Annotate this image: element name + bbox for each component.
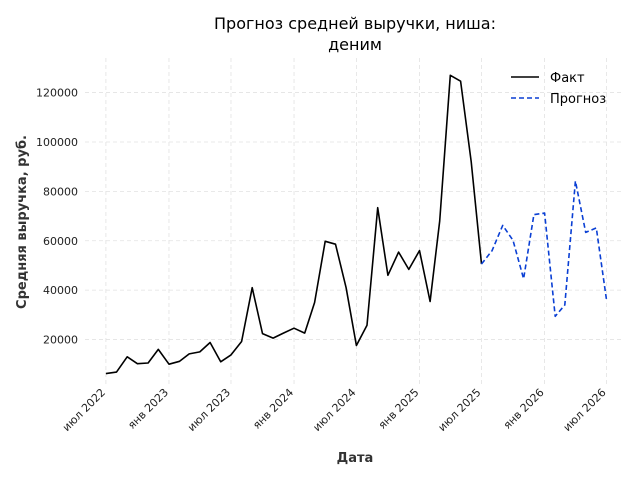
x-axis-ticks: июл 2022 янв 2023 июл 2023 янв 2024 июл 2024… [60,386,609,434]
series-line-fact [105,74,483,375]
legend: Факт Прогноз [511,71,606,107]
x-tick-label: июл 2025 [436,386,484,434]
x-axis-label: Дата [337,451,374,466]
y-tick-label: 80000 [43,185,78,198]
chart-title-line1: Прогноз средней выручки, ниша: [214,14,496,33]
chart-title-line2: деним [328,35,382,54]
y-tick-label: 120000 [36,87,78,100]
x-tick-label: июл 2022 [60,386,108,434]
x-tick-label: июл 2023 [185,386,233,434]
series-line-forecast [480,180,608,318]
y-axis-label: Средняя выручка, руб. [15,135,30,309]
y-tick-label: 20000 [43,334,78,347]
legend-label-forecast: Прогноз [550,92,606,107]
y-tick-label: 60000 [43,235,78,248]
x-tick-label: янв 2025 [376,386,422,432]
legend-label-fact: Факт [550,71,585,86]
y-tick-label: 100000 [36,136,78,149]
x-tick-label: янв 2024 [250,386,296,432]
x-tick-label: янв 2023 [125,386,171,432]
y-axis-ticks: 20000 40000 60000 80000 100000 120000 [36,87,78,347]
series-lines [105,74,608,375]
x-tick-label: июл 2024 [310,386,358,434]
x-tick-label: июл 2026 [561,386,609,434]
y-tick-label: 40000 [43,284,78,297]
x-tick-label: янв 2026 [501,386,547,432]
grid [85,58,622,384]
